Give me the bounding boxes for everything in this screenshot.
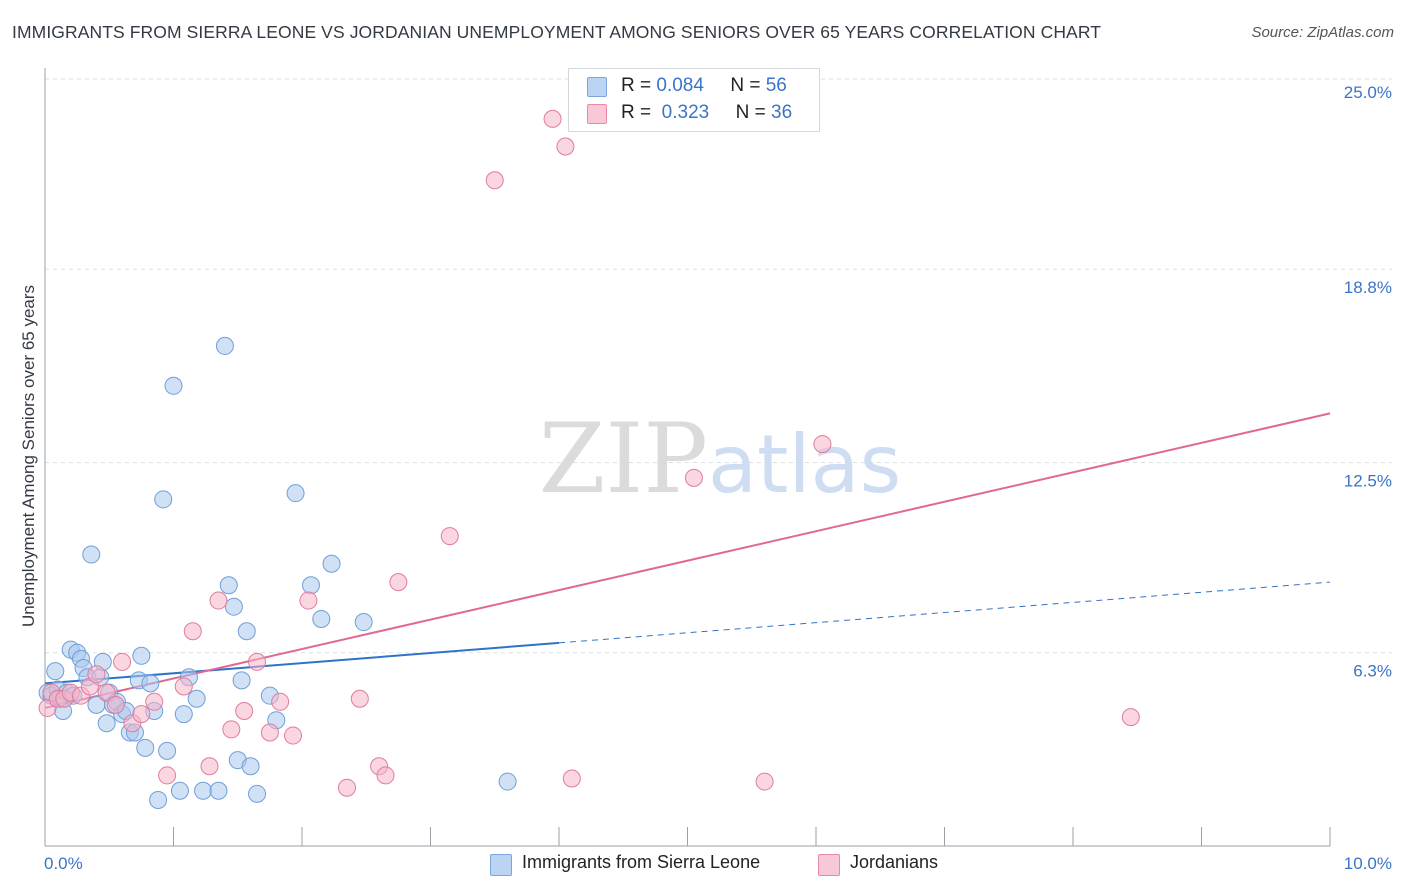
y-tick-label: 18.8% [1344,278,1392,297]
y-tick-label: 6.3% [1353,662,1392,681]
point-jordanian [337,778,356,797]
point-jordanian [260,723,279,742]
point-jordanian [389,573,408,592]
point-sierra-leone [224,597,243,616]
point-jordanian [350,689,369,708]
r-value: 0.323 [661,102,710,123]
point-sierra-leone [301,576,320,595]
legend-label-jordanians: Jordanians [850,852,939,872]
point-jordanian [562,769,581,788]
chart-title: IMMIGRANTS FROM SIERRA LEONE VS JORDANIA… [12,22,1102,42]
y-tick-label: 25.0% [1344,83,1392,102]
legend-label-sierra-leone: Immigrants from Sierra Leone [522,852,761,872]
y-tick-label: 12.5% [1344,472,1392,491]
point-sierra-leone [154,490,173,509]
point-jordanian [87,665,106,684]
point-sierra-leone [312,609,331,628]
point-sierra-leone [237,622,256,641]
point-jordanian [158,766,177,785]
point-sierra-leone [248,784,267,803]
point-jordanian [248,652,267,671]
point-sierra-leone [286,484,305,503]
point-jordanian [299,591,318,610]
point-jordanian [684,468,703,487]
watermark: ZIPatlas [539,403,902,515]
point-jordanian [485,171,504,190]
r-label: R = [621,102,652,123]
point-sierra-leone [209,781,228,800]
trend-sierra-leone-dashed [558,581,1331,644]
point-jordanian [132,705,151,724]
n-value: 36 [771,102,793,123]
point-jordanian [755,772,774,791]
point-sierra-leone [187,689,206,708]
point-sierra-leone [170,781,189,800]
legend-swatch-jordanians [587,104,607,124]
n-label: N = [730,75,761,96]
point-jordanian [145,692,164,711]
point-sierra-leone [241,757,260,776]
r-value: 0.084 [656,75,704,96]
point-sierra-leone [164,376,183,395]
point-jordanian [235,702,254,721]
point-sierra-leone [136,738,155,757]
x-tick-label-max: 10.0% [1344,854,1392,873]
point-jordanian [271,692,290,711]
data-points [38,109,1140,809]
point-jordanian [1121,708,1140,727]
point-jordanian [97,683,116,702]
stats-legend: R = 0.084 N = 56 R = 0.323 N = 36 [568,68,820,132]
legend-swatch-jordanians [818,854,840,876]
point-sierra-leone [232,671,251,690]
point-jordanian [174,677,193,696]
point-jordanian [284,726,303,745]
point-sierra-leone [149,790,168,809]
point-sierra-leone [322,554,341,573]
point-sierra-leone [498,772,517,791]
point-jordanian [813,435,832,454]
point-sierra-leone [194,781,213,800]
x-tick-label-min: 0.0% [44,854,83,873]
point-jordanian [376,766,395,785]
r-label: R = [621,75,652,96]
point-jordanian [222,720,241,739]
legend-swatch-sierra-leone [490,854,512,876]
point-sierra-leone [219,576,238,595]
stats-text-jordanians: R = 0.323 N = 36 [621,102,792,124]
point-jordanian [543,109,562,128]
stats-text-sierra-leone: R = 0.084 N = 56 [621,75,787,97]
grid-lines [45,78,1392,654]
point-jordanian [556,137,575,156]
point-jordanian [200,757,219,776]
point-sierra-leone [215,336,234,355]
point-sierra-leone [97,714,116,733]
point-sierra-leone [158,741,177,760]
point-sierra-leone [82,545,101,564]
point-sierra-leone [174,705,193,724]
point-sierra-leone [354,613,373,632]
n-label: N = [735,102,766,123]
point-jordanian [106,695,125,714]
tick-labels: 6.3% 12.5% 18.8% 25.0% 0.0% 10.0% [44,83,1392,873]
legend-swatch-sierra-leone [587,77,607,97]
point-sierra-leone [132,646,151,665]
point-jordanian [209,591,228,610]
point-sierra-leone [46,662,65,681]
point-sierra-leone [141,674,160,693]
point-jordanian [113,652,132,671]
point-jordanian [183,622,202,641]
source-label: Source: ZipAtlas.com [1251,24,1394,41]
n-value: 56 [765,75,787,96]
point-jordanian [440,527,459,546]
